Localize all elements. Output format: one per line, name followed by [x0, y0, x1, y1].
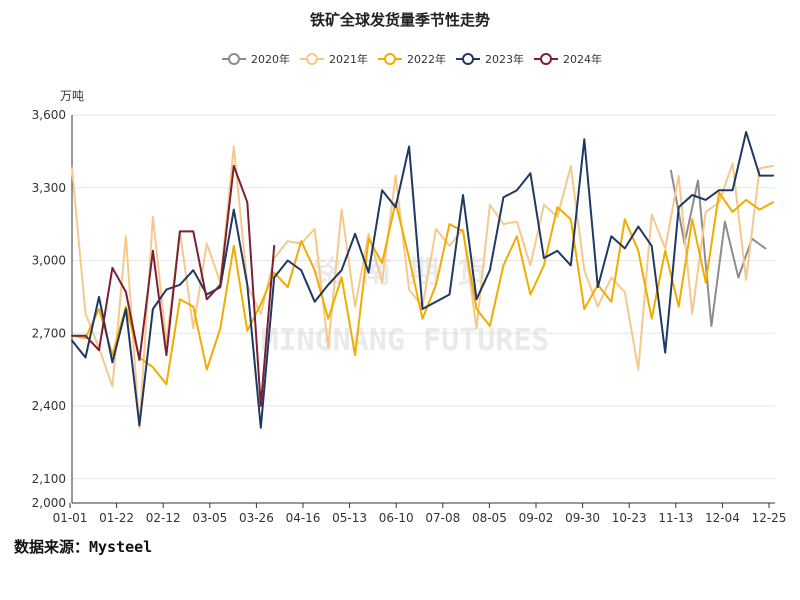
x-tick-label: 08-05 [472, 511, 507, 525]
y-tick-label: 2,000 [32, 496, 66, 510]
x-tick-label: 12-25 [752, 511, 787, 525]
legend-marker [540, 53, 552, 65]
series-lines [71, 131, 775, 429]
legend-item[interactable]: 2021年 [300, 52, 368, 66]
legend-label: 2021年 [329, 52, 368, 66]
legend-label: 2023年 [485, 52, 524, 66]
x-tick-label: 04-16 [286, 511, 321, 525]
watermark: 铭 南 期 货 MINGNANG FUTURES [261, 255, 550, 358]
series-line-2023年 [71, 131, 775, 429]
legend-item[interactable]: 2022年 [378, 52, 446, 66]
series-line-2024年 [71, 164, 276, 407]
legend-item[interactable]: 2024年 [534, 52, 602, 66]
legend[interactable]: 2020年 2021年 2022年 2023年 2024年 [222, 52, 602, 66]
legend-marker [228, 53, 240, 65]
x-tick-label: 09-30 [565, 511, 600, 525]
source-note: 数据来源：Mysteel [14, 538, 153, 556]
chart-title: 铁矿全球发货量季节性走势 [310, 11, 490, 29]
legend-marker [384, 53, 396, 65]
x-tick-label: 10-23 [612, 511, 647, 525]
x-tick-label: 11-13 [658, 511, 693, 525]
grid [72, 114, 775, 480]
x-tick-label: 01-22 [99, 511, 134, 525]
legend-label: 2020年 [251, 52, 290, 66]
legend-marker [306, 53, 318, 65]
x-tick-label: 06-10 [379, 511, 414, 525]
x-tick-label: 05-13 [332, 511, 367, 525]
legend-marker [462, 53, 474, 65]
axes: 2,000 2,100 2,400 2,700 3,000 3,300 3,600 01-01… [32, 108, 787, 525]
x-tick-label: 02-12 [146, 511, 181, 525]
x-tick-label: 03-26 [239, 511, 274, 525]
y-tick-label: 2,100 [32, 472, 66, 486]
y-axis-unit-label: 万吨 [60, 89, 84, 103]
x-tick-label: 09-02 [519, 511, 554, 525]
y-tick-label: 2,700 [32, 326, 66, 340]
x-tick-label: 12-04 [705, 511, 740, 525]
y-tick-label: 3,000 [32, 254, 66, 268]
y-tick-label: 3,300 [32, 181, 66, 195]
legend-label: 2022年 [407, 52, 446, 66]
watermark-en: MINGNANG FUTURES [261, 323, 550, 358]
x-tick-label: 01-01 [53, 511, 88, 525]
x-tick-label: 03-05 [192, 511, 227, 525]
y-tick-label: 3,600 [32, 108, 66, 122]
legend-item[interactable]: 2020年 [222, 52, 290, 66]
legend-item[interactable]: 2023年 [456, 52, 524, 66]
legend-label: 2024年 [563, 52, 602, 66]
series-line-2022年 [71, 191, 775, 386]
x-tick-label: 07-08 [425, 511, 460, 525]
y-tick-label: 2,400 [32, 399, 66, 413]
